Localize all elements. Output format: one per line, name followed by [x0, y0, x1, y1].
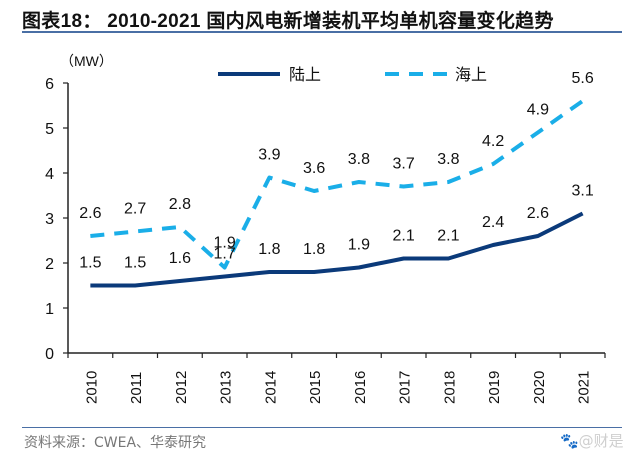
y-tick-label: 4	[45, 166, 54, 183]
axes: 0 1 2 3 4 5 6 （MW） 2010 2011 2012 2013 2014 2015 2016 2…	[45, 53, 606, 404]
x-tick-label: 2013	[218, 371, 235, 404]
legend: 陆上 海上	[218, 66, 487, 84]
x-tick-label: 2019	[486, 371, 503, 404]
source-note: 资料来源：CWEA、华泰研究	[24, 435, 207, 451]
y-tick-label: 0	[45, 346, 54, 363]
data-label-offshore: 1.9	[214, 235, 236, 252]
data-label-offshore: 4.2	[482, 133, 504, 150]
y-tick-label: 1	[45, 301, 54, 318]
data-label-onshore: 1.9	[348, 237, 370, 254]
data-label-onshore: 1.8	[303, 241, 325, 258]
data-label-offshore: 2.8	[169, 196, 191, 213]
y-tick-label: 2	[45, 256, 54, 273]
data-label-onshore: 3.1	[572, 183, 594, 200]
series-line-onshore	[90, 211, 584, 288]
x-tick-label: 2021	[576, 371, 593, 404]
x-tick-label: 2014	[262, 371, 279, 404]
x-tick-label: 2011	[128, 372, 145, 404]
data-label-onshore: 1.5	[124, 255, 146, 272]
data-label-offshore: 3.8	[437, 151, 459, 168]
x-tick-label: 2010	[83, 371, 100, 404]
data-label-offshore: 3.7	[393, 156, 415, 173]
legend-label-offshore: 海上	[455, 66, 487, 84]
data-labels: 1.5 1.5 1.6 1.7 1.8 1.8 1.9 2.1 2.1 2.4 2.6 3.1 2.6 2…	[79, 70, 594, 272]
data-label-offshore: 3.8	[348, 151, 370, 168]
data-label-offshore: 3.6	[303, 160, 325, 177]
series-line-offshore	[90, 99, 584, 270]
data-label-onshore: 2.4	[482, 214, 504, 231]
data-label-offshore: 4.9	[527, 102, 549, 119]
title-divider	[22, 31, 622, 33]
data-label-onshore: 2.1	[393, 228, 415, 245]
data-label-offshore: 3.9	[258, 147, 280, 164]
y-tick-label: 6	[45, 76, 54, 93]
data-label-offshore: 2.7	[124, 201, 146, 218]
data-label-offshore: 5.6	[572, 70, 594, 87]
data-label-offshore: 2.6	[79, 205, 101, 222]
watermark: 🐾@财是	[560, 432, 624, 450]
data-label-onshore: 1.5	[79, 255, 101, 272]
data-label-onshore: 1.8	[258, 241, 280, 258]
x-tick-label: 2018	[441, 371, 458, 404]
x-tick-label: 2017	[397, 371, 414, 404]
data-label-onshore: 2.6	[527, 205, 549, 222]
chart-title: 图表18： 2010-2021 国内风电新增装机平均单机容量变化趋势	[22, 11, 554, 32]
footer-divider	[22, 427, 622, 428]
x-tick-label: 2012	[173, 371, 190, 404]
data-label-onshore: 1.7	[214, 246, 236, 263]
y-tick-label: 5	[45, 121, 54, 138]
x-tick-label: 2020	[531, 371, 548, 404]
x-tick-label: 2015	[307, 371, 324, 404]
y-axis-label: （MW）	[60, 53, 113, 69]
data-label-onshore: 2.1	[437, 228, 459, 245]
y-tick-label: 3	[45, 211, 54, 228]
legend-label-onshore: 陆上	[289, 66, 321, 84]
x-tick-label: 2016	[352, 371, 369, 404]
series-group	[90, 99, 584, 288]
data-label-onshore: 1.6	[169, 250, 191, 267]
